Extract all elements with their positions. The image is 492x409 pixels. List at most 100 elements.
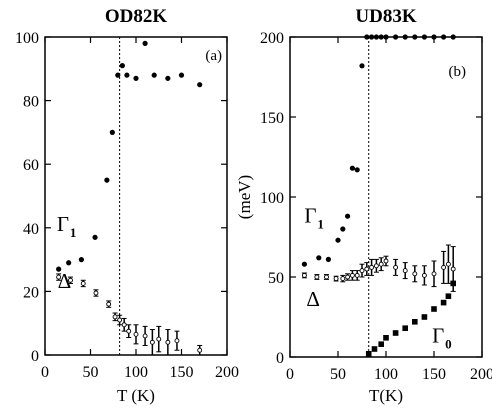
data-point-delta bbox=[431, 271, 437, 277]
panel-b-data-points bbox=[301, 34, 456, 357]
data-point-gamma1 bbox=[421, 34, 427, 40]
data-point-gamma1 bbox=[354, 167, 360, 173]
data-point-gamma0 bbox=[445, 293, 452, 299]
series-label: Γ bbox=[304, 204, 316, 228]
data-point-gamma1 bbox=[316, 255, 322, 261]
series-label: Γ bbox=[432, 324, 444, 348]
data-point-gamma1 bbox=[115, 72, 121, 78]
data-point-delta bbox=[174, 338, 180, 344]
data-point-delta bbox=[301, 272, 307, 278]
x-tick-label: 100 bbox=[374, 366, 398, 383]
data-point-gamma1 bbox=[104, 177, 110, 183]
panel-a-x-axis-label: T (K) bbox=[117, 386, 155, 405]
y-tick-label: 40 bbox=[23, 221, 39, 238]
data-point-gamma1 bbox=[197, 82, 203, 88]
x-tick-label: 0 bbox=[286, 366, 294, 383]
data-point-delta bbox=[93, 290, 99, 296]
data-point-delta bbox=[373, 263, 379, 269]
data-point-gamma1 bbox=[378, 34, 384, 40]
y-tick-label: 150 bbox=[260, 110, 284, 127]
data-point-gamma1 bbox=[109, 129, 115, 135]
data-point-delta bbox=[421, 272, 427, 278]
data-point-delta bbox=[354, 272, 360, 278]
y-tick-label: 100 bbox=[15, 30, 39, 47]
series-label-subscript: 1 bbox=[70, 225, 77, 240]
data-point-gamma0 bbox=[421, 314, 428, 320]
data-point-delta bbox=[359, 268, 365, 274]
data-point-delta bbox=[364, 266, 370, 272]
panel-b-title: UD83K bbox=[355, 6, 416, 27]
data-point-gamma1 bbox=[151, 72, 157, 78]
x-tick-label: 0 bbox=[41, 364, 49, 381]
y-tick-label: 0 bbox=[276, 350, 284, 367]
data-point-gamma1 bbox=[373, 34, 379, 40]
data-point-gamma1 bbox=[431, 34, 437, 40]
data-point-gamma0 bbox=[412, 319, 418, 325]
x-tick-label: 200 bbox=[215, 364, 239, 381]
data-point-delta bbox=[345, 274, 351, 280]
data-point-gamma0 bbox=[365, 351, 372, 357]
data-point-delta bbox=[68, 277, 73, 283]
y-tick-label: 20 bbox=[23, 284, 39, 301]
data-point-gamma1 bbox=[402, 34, 408, 40]
y-tick-label: 100 bbox=[260, 190, 284, 207]
data-point-gamma1 bbox=[142, 40, 148, 46]
panel-a-title: OD82K bbox=[105, 6, 168, 27]
data-point-delta bbox=[133, 331, 139, 337]
data-point-delta bbox=[340, 276, 346, 282]
data-point-gamma1 bbox=[383, 34, 389, 40]
data-point-gamma1 bbox=[349, 165, 355, 171]
series-label: Δ bbox=[306, 287, 320, 311]
panel-a-od82k: OD82K (a) T (K) 0 50 100 150 200 0 20 40 60 80 10… bbox=[15, 6, 239, 405]
panel-a-series-labels: Γ 1 Δ bbox=[57, 212, 77, 293]
data-point-gamma1 bbox=[92, 234, 98, 240]
data-point-delta bbox=[126, 328, 132, 334]
data-point-gamma1 bbox=[359, 63, 365, 69]
data-point-delta bbox=[106, 301, 112, 307]
data-point-delta bbox=[402, 268, 408, 274]
data-point-delta bbox=[149, 339, 155, 345]
data-point-gamma1 bbox=[340, 226, 346, 232]
data-point-gamma1 bbox=[369, 34, 375, 40]
panel-b-ud83k: UD83K (b) T(K) (meV) 0 50 100 150 200 050100… bbox=[235, 6, 492, 405]
data-point-delta bbox=[369, 264, 375, 270]
panel-b-annotation: (b) bbox=[449, 64, 467, 80]
series-label: Γ bbox=[57, 212, 69, 236]
data-point-delta bbox=[393, 264, 399, 270]
panel-b-x-ticks: 0 50 100 150 200 bbox=[286, 37, 492, 383]
panel-b-x-axis-label: T(K) bbox=[369, 386, 403, 405]
data-point-gamma1 bbox=[441, 34, 447, 40]
x-tick-label: 150 bbox=[422, 366, 446, 383]
x-tick-label: 50 bbox=[83, 364, 99, 381]
panel-b-y-ticks: 0 50 100 150 200 bbox=[260, 30, 482, 367]
data-point-delta bbox=[165, 339, 171, 345]
data-point-gamma1 bbox=[119, 63, 125, 69]
series-label-subscript: 0 bbox=[445, 337, 452, 352]
data-point-delta bbox=[117, 317, 123, 323]
data-point-gamma0 bbox=[402, 325, 408, 331]
data-point-delta bbox=[112, 314, 118, 320]
data-point-gamma0 bbox=[392, 330, 399, 336]
data-point-delta bbox=[445, 261, 451, 267]
data-point-delta bbox=[383, 258, 389, 264]
data-point-gamma1 bbox=[178, 72, 185, 78]
data-point-gamma1 bbox=[165, 75, 171, 81]
x-tick-label: 200 bbox=[470, 366, 492, 383]
data-point-delta bbox=[314, 274, 320, 280]
y-tick-label: 50 bbox=[268, 270, 284, 287]
data-point-gamma0 bbox=[431, 306, 437, 312]
data-point-delta bbox=[378, 261, 384, 267]
data-point-gamma0 bbox=[450, 280, 456, 287]
data-point-gamma1 bbox=[124, 72, 130, 78]
panel-b-series-labels: Γ 1ΔΓ 0 bbox=[304, 204, 451, 352]
data-point-delta bbox=[333, 276, 339, 282]
panel-a-annotation: (a) bbox=[205, 48, 222, 64]
y-tick-label: 0 bbox=[31, 348, 39, 365]
data-point-gamma1 bbox=[450, 34, 456, 40]
data-point-gamma0 bbox=[371, 346, 378, 352]
data-point-gamma1 bbox=[345, 213, 351, 219]
data-point-gamma0 bbox=[440, 299, 447, 306]
panel-a-data-points bbox=[56, 40, 203, 356]
data-point-gamma1 bbox=[335, 237, 341, 243]
